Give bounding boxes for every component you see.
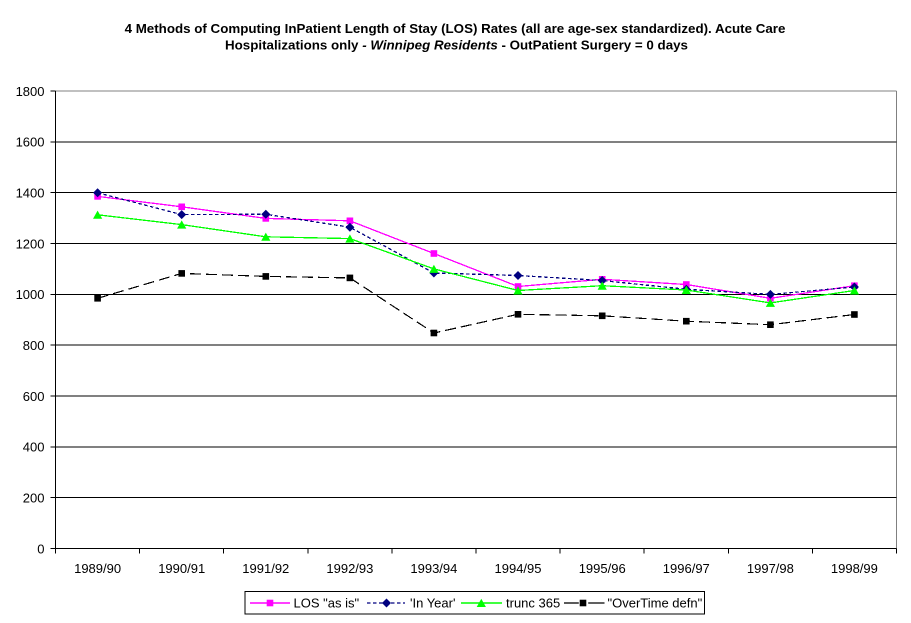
svg-text:Hospitalizations only - Winnip: Hospitalizations only - Winnipeg Residen… [225, 37, 688, 52]
svg-text:1997/98: 1997/98 [747, 561, 794, 576]
svg-text:LOS "as is": LOS "as is" [294, 596, 360, 611]
svg-text:600: 600 [23, 389, 45, 404]
svg-text:1800: 1800 [16, 84, 45, 99]
svg-text:1995/96: 1995/96 [579, 561, 626, 576]
svg-text:1200: 1200 [16, 236, 45, 251]
svg-text:1400: 1400 [16, 186, 45, 201]
svg-text:1992/93: 1992/93 [326, 561, 373, 576]
svg-text:1990/91: 1990/91 [158, 561, 205, 576]
svg-text:1994/95: 1994/95 [495, 561, 542, 576]
svg-text:1993/94: 1993/94 [410, 561, 457, 576]
svg-text:1989/90: 1989/90 [74, 561, 121, 576]
svg-text:1996/97: 1996/97 [663, 561, 710, 576]
svg-text:800: 800 [23, 338, 45, 353]
svg-text:trunc 365: trunc 365 [506, 596, 560, 611]
svg-text:1000: 1000 [16, 287, 45, 302]
svg-text:1600: 1600 [16, 135, 45, 150]
svg-text:1991/92: 1991/92 [242, 561, 289, 576]
svg-text:400: 400 [23, 440, 45, 455]
svg-text:1998/99: 1998/99 [831, 561, 878, 576]
svg-text:4 Methods of Computing InPatie: 4 Methods of Computing InPatient Length … [125, 21, 786, 36]
svg-text:"OverTime defn": "OverTime defn" [608, 596, 703, 611]
svg-text:200: 200 [23, 491, 45, 506]
svg-text:'In Year': 'In Year' [410, 596, 455, 611]
svg-text:0: 0 [37, 541, 44, 556]
